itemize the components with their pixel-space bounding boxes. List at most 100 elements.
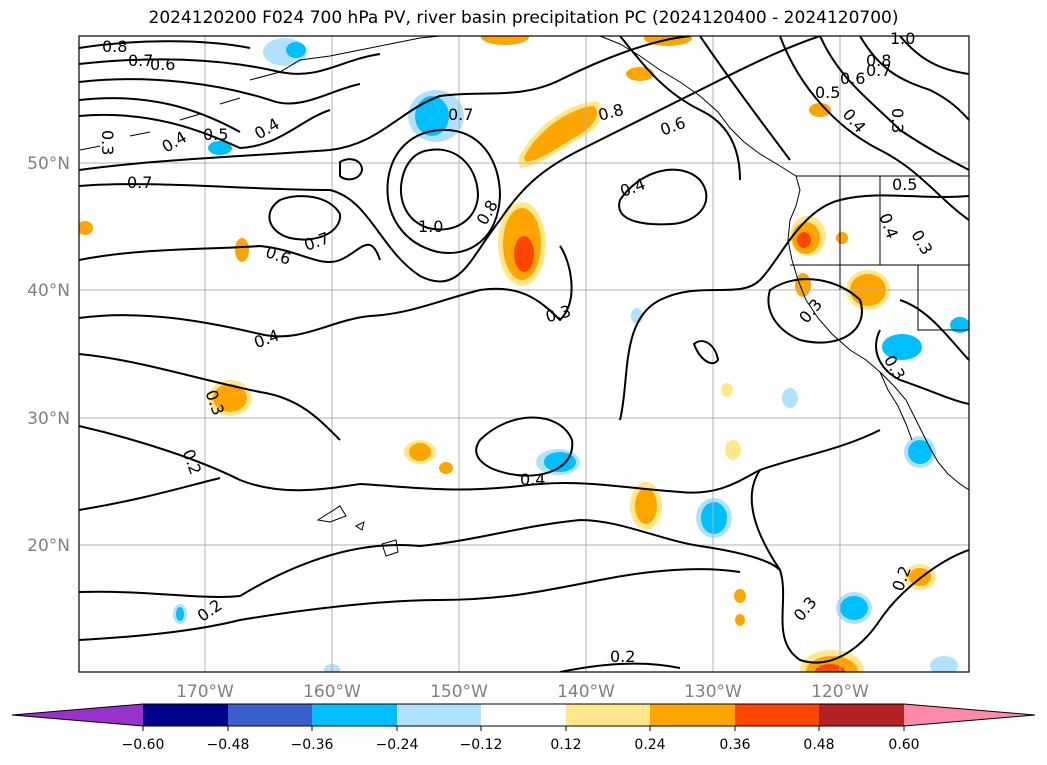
precip-blob xyxy=(409,443,431,461)
pv-contour xyxy=(899,36,969,75)
pv-contour xyxy=(79,53,381,75)
colorbar-bin xyxy=(819,704,904,726)
precip-blob xyxy=(930,656,958,672)
pv-contour xyxy=(779,549,969,664)
pv-contour xyxy=(875,329,969,405)
precip-blob xyxy=(950,317,969,333)
pv-contour xyxy=(79,109,331,150)
longitude-labels: 170°W 160°W 150°W 140°W 130°W 120°W xyxy=(176,682,869,702)
precip-blob xyxy=(481,36,529,45)
contour-label: 0.3 xyxy=(907,227,936,259)
lon-label: 170°W xyxy=(176,682,234,702)
pv-contour xyxy=(779,36,969,221)
state-border xyxy=(790,175,969,331)
alaska-southeast-coast xyxy=(599,36,797,177)
north-america-west-coast xyxy=(787,175,969,491)
contour-labels: 0.8 0.7 0.6 0.3 0.4 0.5 0.4 0.7 1.0 0.8 … xyxy=(98,29,937,666)
pv-contour xyxy=(859,36,969,121)
colorbar-tick-label: 0.48 xyxy=(803,737,834,753)
pv-contour xyxy=(79,243,381,263)
contour-label: 1.0 xyxy=(890,29,915,48)
latitude-labels: 50°N 40°N 30°N 20°N xyxy=(27,154,70,556)
pv-contour xyxy=(79,36,691,171)
colorbar-tick-label: −0.60 xyxy=(122,737,165,753)
colorbar-tick-label: −0.24 xyxy=(376,737,419,753)
aleutian-islands xyxy=(79,97,241,151)
contour-label: 0.5 xyxy=(892,175,917,194)
pv-contour xyxy=(699,36,791,161)
precip-blob xyxy=(836,232,848,244)
precip-blob xyxy=(524,106,597,162)
contour-label: 0.2 xyxy=(194,595,226,625)
pv-contour xyxy=(268,195,342,241)
contour-label: 0.7 xyxy=(866,61,891,80)
precip-blob xyxy=(909,568,931,586)
precip-blob xyxy=(734,589,746,603)
colorbar-bin xyxy=(481,704,566,726)
precip-blob xyxy=(213,384,247,412)
colorbar-bin xyxy=(143,704,228,726)
contour-label: 1.0 xyxy=(418,217,443,236)
pv-contour xyxy=(79,36,821,283)
precip-blob xyxy=(882,334,922,360)
lat-label: 50°N xyxy=(27,154,70,174)
map-title: 2024120200 F024 700 hPa PV, river basin … xyxy=(148,8,899,28)
contour-label: 0.4 xyxy=(158,127,190,156)
colorbar-tick-label: 0.12 xyxy=(550,737,581,753)
precip-blob xyxy=(626,67,654,81)
contour-label: 0.2 xyxy=(179,447,206,477)
precip-blob xyxy=(439,462,453,474)
precip-blob xyxy=(908,440,932,464)
precip-blob xyxy=(235,238,249,262)
contour-label: 0.7 xyxy=(448,105,473,124)
colorbar-bin xyxy=(228,704,312,726)
colorbar-tick-label: −0.12 xyxy=(460,737,503,753)
contour-label: 0.3 xyxy=(790,593,821,625)
pv-contour xyxy=(359,429,881,494)
precip-blob xyxy=(735,614,745,626)
contour-label: 0.6 xyxy=(840,69,865,88)
map-plot-area xyxy=(79,36,969,672)
pv-contour xyxy=(79,97,241,133)
colorbar-tick-label: 0.24 xyxy=(634,737,665,753)
pv-contour xyxy=(79,78,361,105)
colorbar-bin xyxy=(397,704,481,726)
contour-label: 0.6 xyxy=(658,113,688,140)
pv-contour xyxy=(750,469,781,571)
colorbar-tick-label: −0.36 xyxy=(291,737,334,753)
contour-label: 0.2 xyxy=(610,647,635,666)
colorbar-bin xyxy=(566,704,650,726)
lat-label: 20°N xyxy=(27,536,70,556)
pv-contour xyxy=(619,194,969,421)
precip-blob xyxy=(514,236,534,272)
colorbar-tick-label: 0.36 xyxy=(719,737,750,753)
colorbar-tick-label: −0.48 xyxy=(207,737,250,753)
precip-blob xyxy=(725,440,741,460)
pv-contour xyxy=(79,245,573,338)
map-frame xyxy=(78,35,970,673)
contour-label: 0.3 xyxy=(98,130,117,155)
pv-contour xyxy=(79,568,741,641)
pv-contour xyxy=(819,36,969,171)
lon-label: 150°W xyxy=(430,682,488,702)
pv-contour xyxy=(79,518,781,598)
precip-blob xyxy=(644,36,692,46)
pv-contour xyxy=(899,299,969,361)
contour-label: 0.7 xyxy=(128,51,153,70)
pv-contour xyxy=(339,158,364,181)
coastlines xyxy=(79,36,969,557)
colorbar-bin xyxy=(904,704,1035,726)
lat-label: 40°N xyxy=(27,281,70,301)
lon-label: 120°W xyxy=(811,682,869,702)
precip-blob xyxy=(840,596,868,620)
contour-label: 0.4 xyxy=(251,326,281,353)
precip-blob xyxy=(797,232,811,248)
contour-label: 0.4 xyxy=(839,105,870,137)
lat-label: 30°N xyxy=(27,409,70,429)
precip-blob xyxy=(286,42,306,58)
pv-contour xyxy=(619,36,741,181)
pv-contour xyxy=(692,340,720,365)
precip-shading xyxy=(79,36,969,672)
pv-contours xyxy=(79,36,969,672)
